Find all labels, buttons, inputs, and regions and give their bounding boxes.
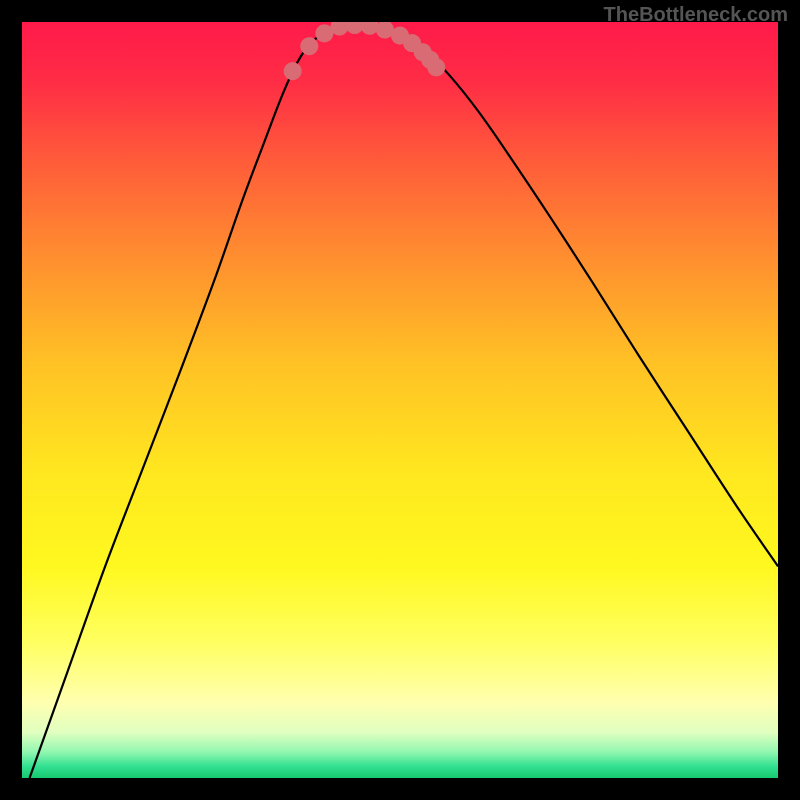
marker-point: [427, 58, 445, 76]
bottleneck-curve-chart: [0, 0, 800, 800]
watermark-text: TheBottleneck.com: [604, 4, 788, 27]
chart-container: TheBottleneck.com: [0, 0, 800, 800]
plot-gradient-background: [22, 22, 778, 778]
marker-point: [284, 62, 302, 80]
marker-point: [300, 37, 318, 55]
